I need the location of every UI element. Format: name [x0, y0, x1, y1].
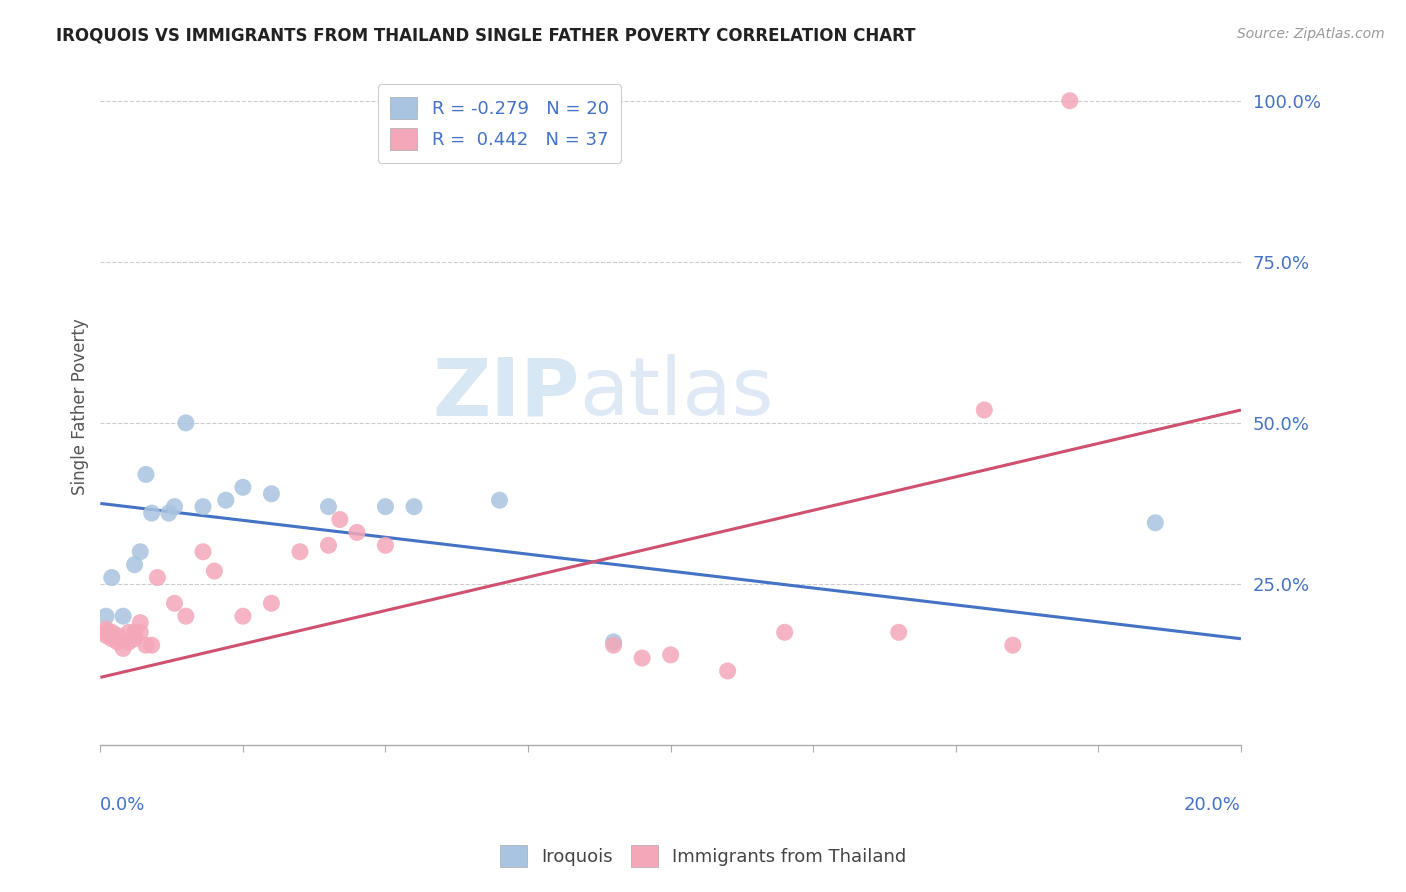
Point — [163, 500, 186, 514]
Point — [602, 638, 624, 652]
Point — [260, 596, 283, 610]
Point — [163, 596, 186, 610]
Point — [94, 628, 117, 642]
Point — [118, 625, 141, 640]
Point — [94, 622, 117, 636]
Point — [146, 570, 169, 584]
Point — [124, 632, 146, 646]
Point — [191, 545, 214, 559]
Point — [141, 506, 163, 520]
Text: ZIP: ZIP — [432, 354, 579, 433]
Point — [202, 564, 225, 578]
Text: IROQUOIS VS IMMIGRANTS FROM THAILAND SINGLE FATHER POVERTY CORRELATION CHART: IROQUOIS VS IMMIGRANTS FROM THAILAND SIN… — [56, 27, 915, 45]
Point — [318, 500, 340, 514]
Point — [1144, 516, 1167, 530]
Point — [288, 545, 311, 559]
Point — [346, 525, 368, 540]
Point — [141, 638, 163, 652]
Point — [174, 416, 197, 430]
Point — [260, 487, 283, 501]
Point — [973, 403, 995, 417]
Point — [215, 493, 238, 508]
Point — [100, 625, 122, 640]
Point — [329, 512, 352, 526]
Point — [129, 545, 152, 559]
Point — [112, 641, 135, 656]
Point — [94, 625, 117, 640]
Point — [157, 506, 180, 520]
Point — [374, 538, 396, 552]
Text: 20.0%: 20.0% — [1184, 796, 1241, 814]
Point — [659, 648, 682, 662]
Point — [118, 635, 141, 649]
Point — [107, 628, 129, 642]
Point — [717, 664, 740, 678]
Point — [318, 538, 340, 552]
Point — [100, 632, 122, 646]
Point — [602, 635, 624, 649]
Point — [100, 570, 122, 584]
Point — [174, 609, 197, 624]
Point — [773, 625, 796, 640]
Point — [1059, 94, 1081, 108]
Point — [232, 480, 254, 494]
Point — [1001, 638, 1024, 652]
Point — [129, 615, 152, 630]
Point — [94, 609, 117, 624]
Point — [107, 635, 129, 649]
Point — [124, 558, 146, 572]
Legend: Iroquois, Immigrants from Thailand: Iroquois, Immigrants from Thailand — [492, 838, 914, 874]
Point — [135, 638, 157, 652]
Point — [129, 625, 152, 640]
Text: 0.0%: 0.0% — [100, 796, 146, 814]
Legend: R = -0.279   N = 20, R =  0.442   N = 37: R = -0.279 N = 20, R = 0.442 N = 37 — [378, 85, 621, 162]
Point — [191, 500, 214, 514]
Point — [488, 493, 510, 508]
Point — [631, 651, 654, 665]
Point — [124, 625, 146, 640]
Text: atlas: atlas — [579, 354, 773, 433]
Point — [887, 625, 910, 640]
Point — [135, 467, 157, 482]
Text: Source: ZipAtlas.com: Source: ZipAtlas.com — [1237, 27, 1385, 41]
Point — [402, 500, 425, 514]
Point — [112, 609, 135, 624]
Point — [232, 609, 254, 624]
Y-axis label: Single Father Poverty: Single Father Poverty — [72, 318, 89, 495]
Point — [374, 500, 396, 514]
